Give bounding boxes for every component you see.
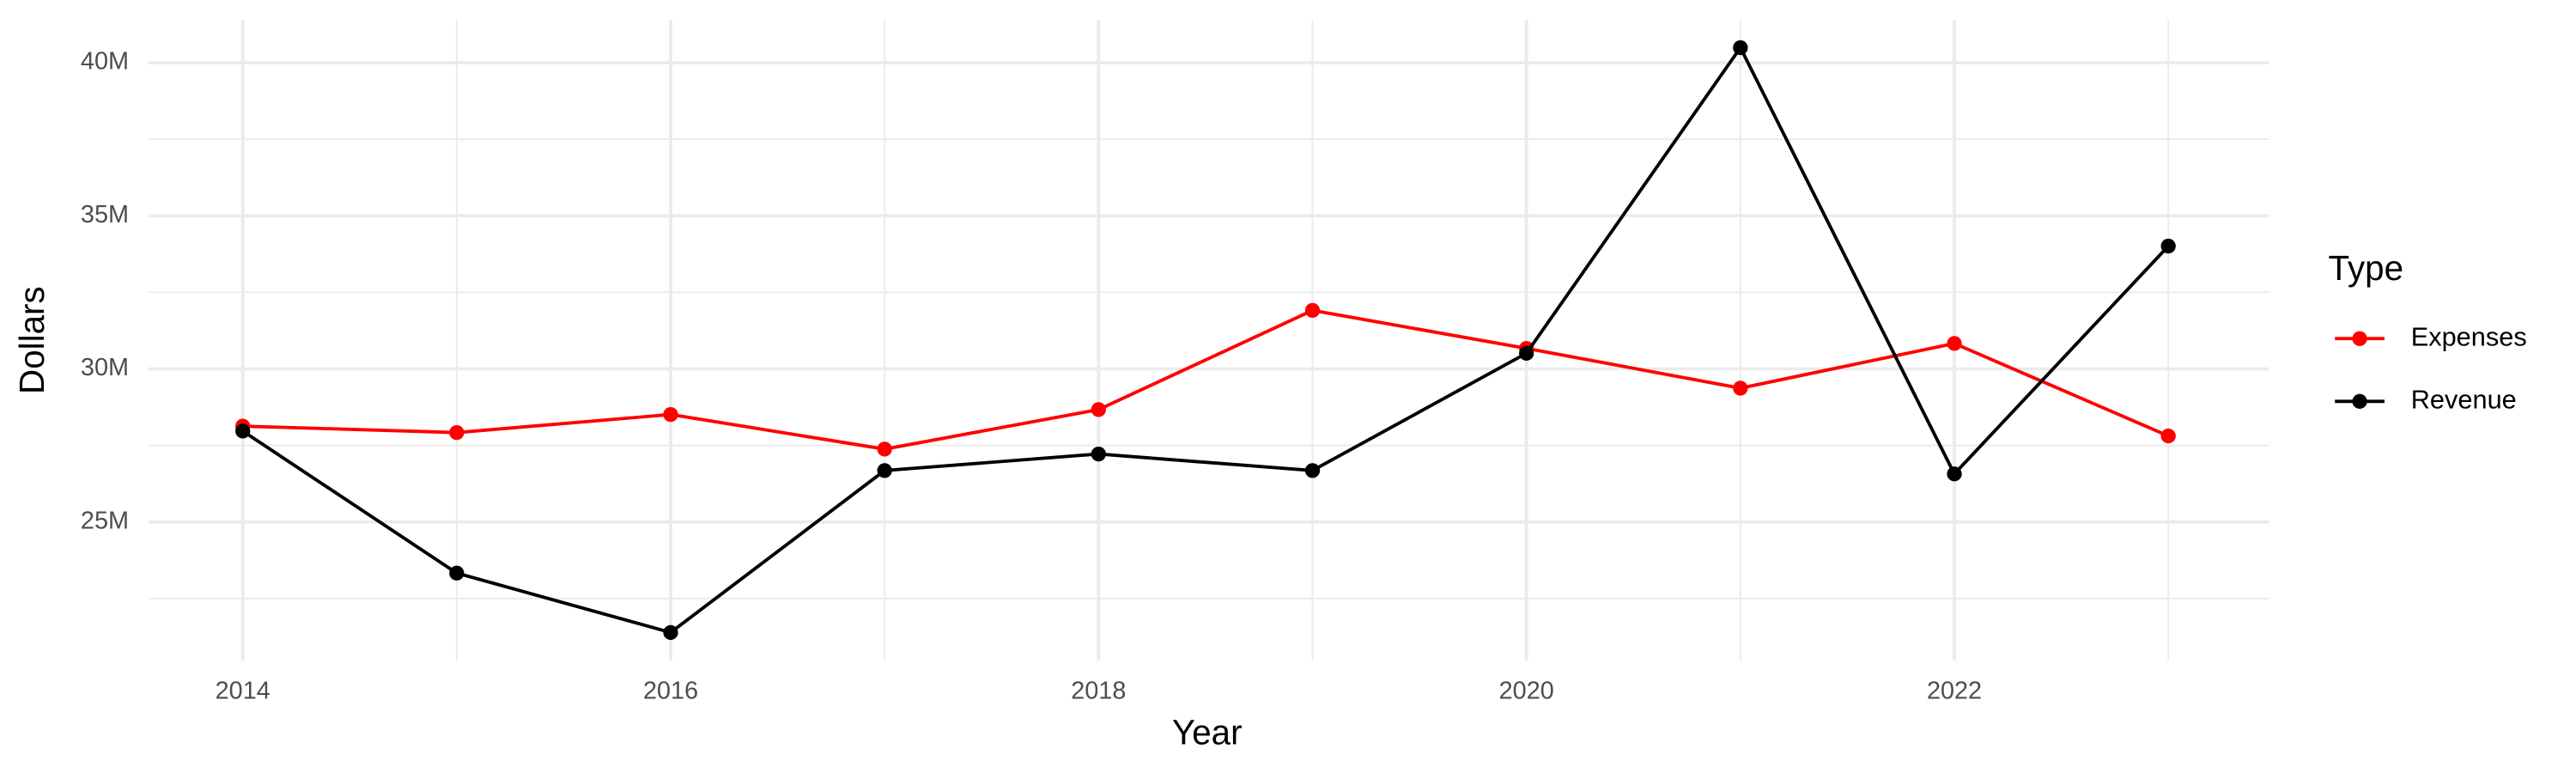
x-axis-title: Year	[1172, 712, 1242, 752]
data-point	[1304, 463, 1321, 478]
legend-label: Expenses	[2411, 321, 2527, 351]
series-line	[242, 308, 2169, 451]
y-tick-label: 30M	[81, 354, 129, 381]
data-point	[877, 463, 892, 478]
legend-title: Type	[2329, 248, 2404, 288]
y-tick-label: 35M	[81, 201, 129, 228]
data-point	[1947, 466, 1962, 482]
data-point	[235, 423, 251, 439]
x-tick-label: 2016	[643, 677, 698, 704]
y-tick-label: 25M	[81, 507, 129, 534]
series-line	[241, 44, 2170, 635]
data-point	[449, 424, 465, 441]
data-point	[1733, 380, 1748, 396]
data-point	[1091, 446, 1107, 462]
data-point	[1733, 40, 1748, 56]
legend-swatch-point	[2352, 331, 2367, 346]
x-tick-label: 2018	[1071, 677, 1126, 704]
data-point	[663, 406, 678, 423]
x-tick-label: 2014	[216, 677, 270, 704]
data-point	[877, 441, 892, 457]
data-point	[663, 624, 678, 641]
data-point	[1947, 336, 1962, 351]
data-point	[2160, 428, 2176, 444]
data-point	[1304, 302, 1321, 319]
legend-label: Revenue	[2411, 384, 2517, 414]
x-tick-label: 2022	[1927, 677, 1982, 704]
data-point	[449, 565, 465, 581]
x-tick-label: 2020	[1499, 677, 1554, 704]
data-point	[2160, 238, 2176, 254]
y-axis-title: Dollars	[12, 286, 52, 394]
legend-swatch-point	[2352, 393, 2367, 409]
data-point	[1091, 402, 1107, 417]
y-tick-label: 40M	[81, 48, 129, 76]
data-point	[1519, 345, 1534, 361]
